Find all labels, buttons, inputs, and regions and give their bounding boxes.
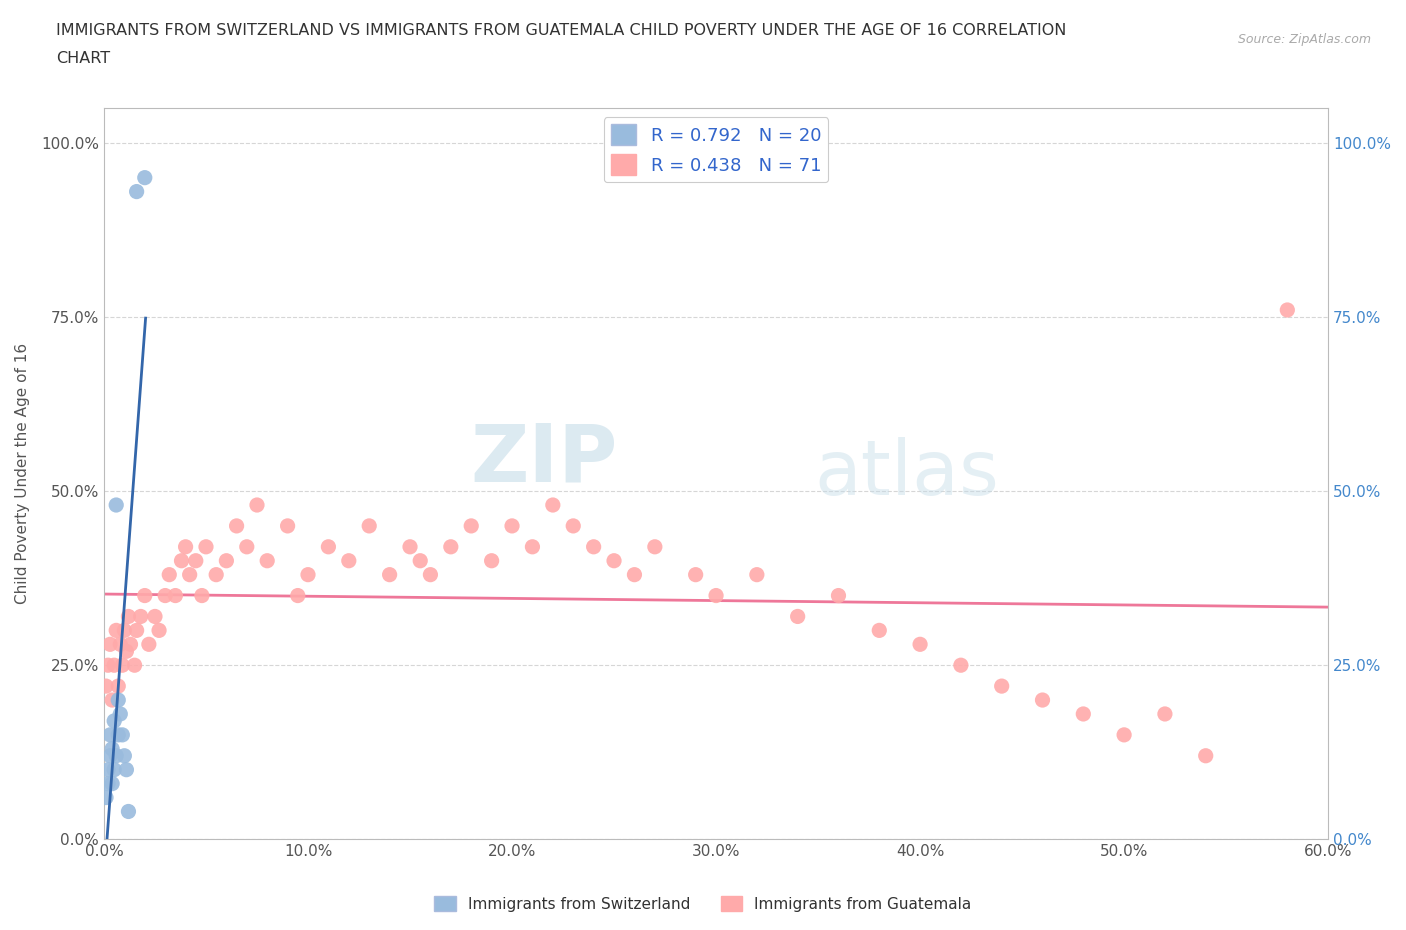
Point bbox=[170, 553, 193, 568]
Point bbox=[129, 609, 152, 624]
Text: IMMIGRANTS FROM SWITZERLAND VS IMMIGRANTS FROM GUATEMALA CHILD POVERTY UNDER THE: IMMIGRANTS FROM SWITZERLAND VS IMMIGRANT… bbox=[56, 23, 1067, 38]
Y-axis label: Child Poverty Under the Age of 16: Child Poverty Under the Age of 16 bbox=[15, 343, 30, 604]
Point bbox=[134, 170, 156, 185]
Point bbox=[827, 588, 849, 603]
Point bbox=[120, 637, 142, 652]
Point bbox=[105, 749, 128, 764]
Point bbox=[153, 588, 176, 603]
Point bbox=[378, 567, 401, 582]
Point bbox=[337, 553, 360, 568]
Point bbox=[138, 637, 160, 652]
Point bbox=[460, 518, 482, 533]
Point bbox=[105, 498, 128, 512]
Point bbox=[195, 539, 218, 554]
Legend: Immigrants from Switzerland, Immigrants from Guatemala: Immigrants from Switzerland, Immigrants … bbox=[429, 889, 977, 918]
Point bbox=[786, 609, 808, 624]
Point bbox=[157, 567, 180, 582]
Point bbox=[409, 553, 432, 568]
Point bbox=[174, 539, 197, 554]
Text: Source: ZipAtlas.com: Source: ZipAtlas.com bbox=[1237, 33, 1371, 46]
Point bbox=[101, 693, 124, 708]
Point bbox=[949, 658, 972, 672]
Point bbox=[103, 658, 125, 672]
Point bbox=[359, 518, 381, 533]
Point bbox=[704, 588, 727, 603]
Point bbox=[115, 644, 138, 658]
Point bbox=[98, 727, 121, 742]
Point bbox=[117, 609, 139, 624]
Point bbox=[117, 804, 139, 819]
Point bbox=[97, 777, 120, 791]
Point bbox=[1071, 707, 1094, 722]
Point bbox=[990, 679, 1012, 694]
Point bbox=[103, 713, 125, 728]
Point bbox=[107, 727, 129, 742]
Text: ZIP: ZIP bbox=[471, 420, 619, 498]
Point bbox=[107, 693, 129, 708]
Point bbox=[97, 763, 120, 777]
Point bbox=[225, 518, 247, 533]
Point bbox=[419, 567, 441, 582]
Point bbox=[440, 539, 463, 554]
Point bbox=[110, 707, 132, 722]
Point bbox=[246, 498, 269, 512]
Point bbox=[1277, 302, 1299, 317]
Point bbox=[101, 741, 124, 756]
Point bbox=[1114, 727, 1136, 742]
Point bbox=[98, 749, 121, 764]
Point bbox=[101, 777, 124, 791]
Point bbox=[143, 609, 166, 624]
Point bbox=[745, 567, 768, 582]
Point bbox=[115, 763, 138, 777]
Point bbox=[111, 658, 134, 672]
Point bbox=[908, 637, 931, 652]
Point bbox=[94, 790, 117, 805]
Point bbox=[148, 623, 170, 638]
Point bbox=[97, 658, 120, 672]
Point bbox=[582, 539, 605, 554]
Point bbox=[98, 637, 121, 652]
Point bbox=[1031, 693, 1053, 708]
Point bbox=[125, 184, 148, 199]
Point bbox=[562, 518, 585, 533]
Text: CHART: CHART bbox=[56, 51, 110, 66]
Point bbox=[501, 518, 523, 533]
Point bbox=[110, 637, 132, 652]
Point bbox=[105, 623, 128, 638]
Point bbox=[111, 727, 134, 742]
Point bbox=[685, 567, 707, 582]
Point bbox=[205, 567, 228, 582]
Point bbox=[541, 498, 564, 512]
Point bbox=[165, 588, 187, 603]
Point bbox=[318, 539, 340, 554]
Point bbox=[112, 623, 135, 638]
Point bbox=[1195, 749, 1218, 764]
Point bbox=[184, 553, 207, 568]
Point bbox=[1154, 707, 1177, 722]
Text: atlas: atlas bbox=[814, 437, 998, 511]
Point bbox=[179, 567, 201, 582]
Legend: R = 0.792   N = 20, R = 0.438   N = 71: R = 0.792 N = 20, R = 0.438 N = 71 bbox=[603, 117, 828, 182]
Point bbox=[236, 539, 259, 554]
Point bbox=[868, 623, 890, 638]
Point bbox=[399, 539, 422, 554]
Point bbox=[297, 567, 319, 582]
Point bbox=[134, 588, 156, 603]
Point bbox=[191, 588, 214, 603]
Point bbox=[124, 658, 146, 672]
Point bbox=[481, 553, 503, 568]
Point bbox=[644, 539, 666, 554]
Point bbox=[125, 623, 148, 638]
Point bbox=[215, 553, 238, 568]
Point bbox=[287, 588, 309, 603]
Point bbox=[256, 553, 278, 568]
Point bbox=[103, 763, 125, 777]
Point bbox=[277, 518, 299, 533]
Point bbox=[603, 553, 626, 568]
Point bbox=[107, 679, 129, 694]
Point bbox=[112, 749, 135, 764]
Point bbox=[94, 679, 117, 694]
Point bbox=[522, 539, 544, 554]
Point bbox=[623, 567, 645, 582]
